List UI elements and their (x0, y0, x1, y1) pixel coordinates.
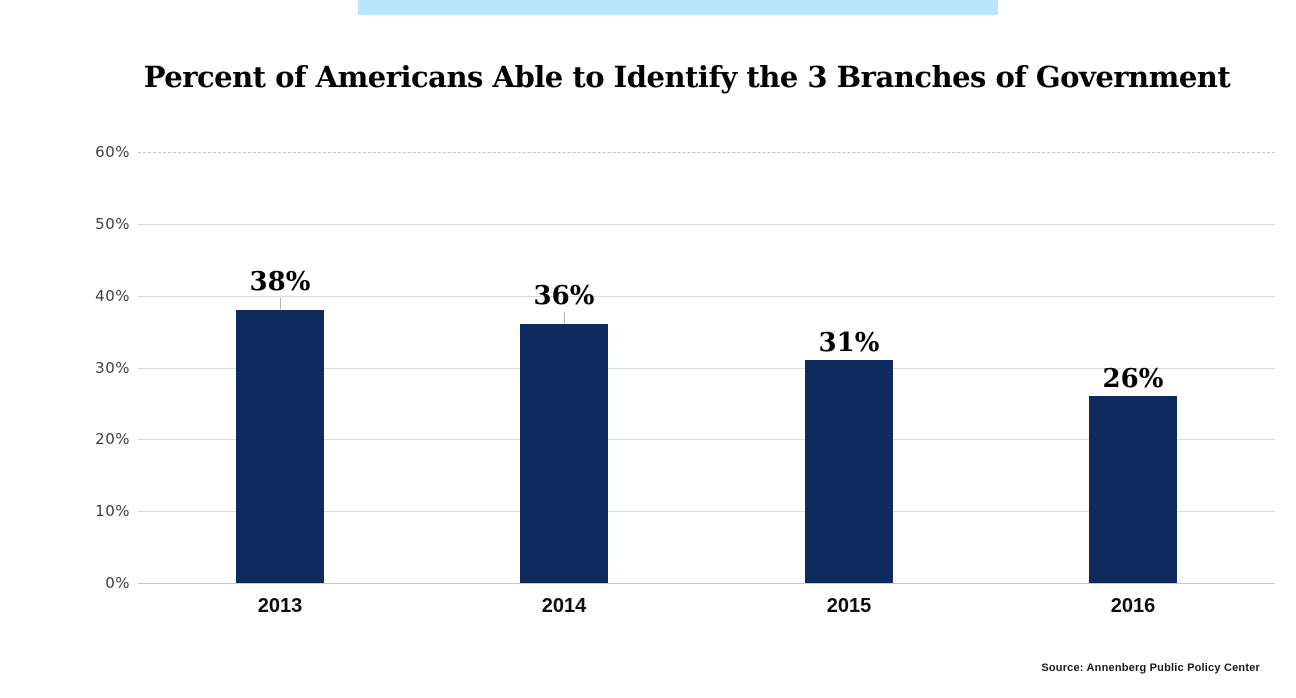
bar-value-label: 31% (818, 328, 880, 358)
gridline (138, 511, 1275, 512)
source-note: Source: Annenberg Public Policy Center (1041, 662, 1260, 674)
gridline (138, 224, 1275, 225)
bar-value-label: 36% (533, 281, 595, 311)
label-leader-line (280, 298, 281, 309)
x-axis-category-label: 2016 (1110, 595, 1156, 617)
y-axis-tick-label: 0% (105, 574, 130, 592)
y-axis: 60% 50% 40% 30% 20% 10% 0% (0, 143, 130, 592)
chart-title: Percent of Americans Able to Identify th… (143, 60, 1231, 94)
plot-area: 38% 2013 36% 2014 31% 2015 26% 2016 (138, 152, 1275, 617)
bar-2013 (236, 310, 324, 583)
gridline (138, 152, 1275, 153)
gridline (138, 583, 1275, 584)
gridline (138, 368, 1275, 369)
top-banner (358, 0, 998, 15)
label-leader-line (564, 312, 565, 323)
y-axis-tick-label: 20% (95, 430, 130, 448)
bar-value-label: 26% (1102, 364, 1164, 394)
x-axis-category-label: 2014 (541, 595, 587, 617)
x-axis-category-label: 2013 (257, 595, 303, 617)
y-axis-tick-label: 30% (95, 359, 130, 377)
y-axis-tick-label: 60% (95, 143, 130, 161)
gridline (138, 296, 1275, 297)
x-axis-category-label: 2015 (826, 595, 872, 617)
bar-2015 (805, 360, 893, 583)
bar-value-label: 38% (249, 267, 311, 297)
gridline (138, 439, 1275, 440)
bar-2016 (1089, 396, 1177, 583)
y-axis-tick-label: 40% (95, 287, 130, 305)
y-axis-tick-label: 50% (95, 215, 130, 233)
y-axis-tick-label: 10% (95, 502, 130, 520)
bar-2014 (520, 324, 608, 583)
